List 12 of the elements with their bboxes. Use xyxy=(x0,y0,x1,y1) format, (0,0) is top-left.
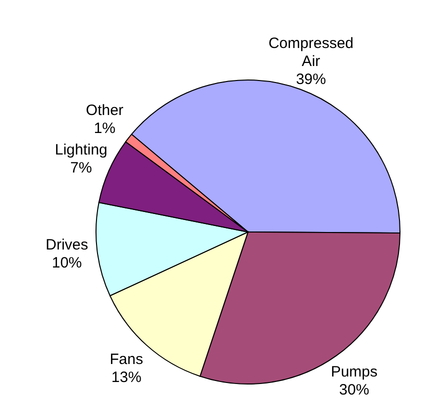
slice-label: Drives xyxy=(46,236,88,254)
slice-label: Compressed Air xyxy=(268,34,354,70)
data-label: 30% xyxy=(339,381,370,398)
data-label: 39% xyxy=(296,70,326,88)
slice-label: Other xyxy=(86,102,124,120)
data-label: 7% xyxy=(70,159,92,176)
slice-label: Pumps xyxy=(330,363,378,380)
data-label: 1% xyxy=(94,120,116,138)
data-label: 10% xyxy=(52,254,82,272)
data-label: 13% xyxy=(111,368,142,386)
slice-label: Lighting xyxy=(54,141,108,158)
slice-label: Fans xyxy=(110,350,144,368)
